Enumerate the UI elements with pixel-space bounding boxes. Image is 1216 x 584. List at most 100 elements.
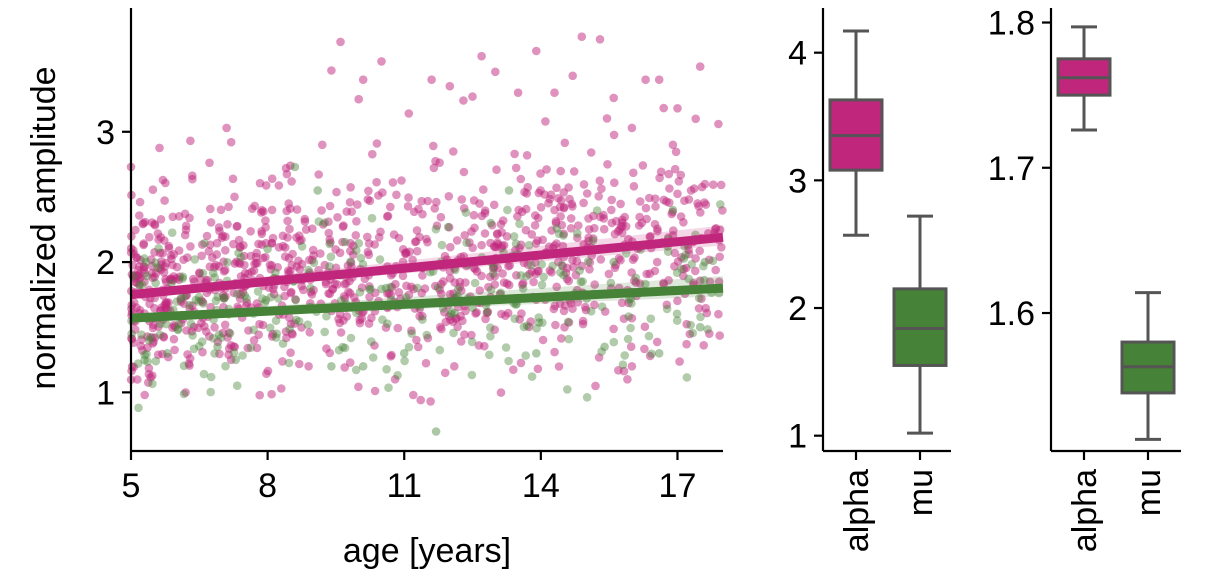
alpha-point: [579, 198, 588, 208]
alpha-point: [659, 103, 668, 113]
mu-point: [238, 351, 247, 360]
mu-point: [142, 349, 151, 359]
mu-point: [393, 371, 402, 380]
mu-point: [285, 324, 295, 334]
alpha-point: [436, 212, 446, 222]
alpha-point: [640, 322, 650, 332]
alpha-point: [477, 51, 486, 61]
alpha-point: [456, 337, 466, 346]
alpha-point: [255, 319, 264, 329]
alpha-point: [308, 224, 317, 233]
mu-point: [399, 349, 409, 358]
alpha-point: [150, 220, 160, 230]
alpha-point: [577, 261, 587, 271]
alpha-point: [541, 117, 550, 126]
alpha-point: [235, 243, 245, 252]
alpha-point: [412, 246, 422, 256]
mu-point: [437, 240, 447, 250]
mu-point: [365, 284, 374, 294]
alpha-point: [336, 328, 346, 337]
alpha-point: [627, 313, 637, 323]
mu-point: [510, 314, 520, 324]
alpha-point: [220, 320, 230, 330]
mu-point: [167, 279, 176, 288]
alpha-point: [715, 331, 724, 340]
alpha-point: [164, 352, 173, 362]
alpha-point: [342, 207, 352, 216]
alpha-point: [143, 343, 152, 353]
alpha-point: [640, 344, 649, 354]
alpha-point: [154, 322, 163, 332]
alpha-point: [638, 161, 648, 170]
alpha-point: [573, 233, 582, 243]
alpha-point: [603, 160, 612, 169]
mu-point: [582, 393, 592, 402]
alpha-point: [205, 240, 215, 249]
mu-point: [532, 324, 541, 333]
box-alpha: [1056, 25, 1112, 132]
alpha-point: [169, 321, 179, 330]
mu-point: [586, 307, 596, 316]
alpha-point: [325, 235, 335, 244]
mu-point: [552, 224, 561, 233]
mu-point: [407, 329, 417, 338]
mu-point: [503, 205, 512, 215]
mu-point: [142, 271, 152, 281]
alpha-point: [320, 260, 330, 270]
alpha-point: [397, 176, 406, 185]
alpha-point: [498, 269, 507, 278]
alpha-point: [172, 262, 182, 272]
alpha-point: [188, 171, 197, 180]
alpha-point: [619, 314, 629, 324]
alpha-point: [512, 271, 521, 280]
alpha-point: [292, 205, 302, 214]
y-tick-label: 1: [788, 418, 807, 456]
alpha-point: [714, 119, 723, 129]
alpha-point: [185, 213, 194, 223]
alpha-point: [591, 381, 600, 391]
alpha-point: [542, 165, 551, 174]
alpha-point: [234, 235, 244, 245]
mu-point: [194, 297, 203, 306]
alpha-point: [671, 147, 681, 157]
alpha-point: [659, 195, 669, 205]
mu-point: [443, 222, 453, 232]
alpha-point: [162, 258, 171, 268]
alpha-point: [229, 288, 238, 298]
alpha-point: [459, 96, 468, 105]
mu-point: [468, 303, 477, 313]
alpha-point: [468, 92, 477, 101]
alpha-point: [198, 347, 207, 357]
alpha-point: [477, 240, 486, 250]
alpha-point: [472, 267, 482, 276]
alpha-point: [159, 268, 169, 277]
mu-point: [210, 273, 219, 282]
alpha-point: [280, 291, 290, 301]
alpha-point: [404, 290, 414, 300]
alpha-point: [280, 252, 290, 261]
alpha-point: [407, 326, 416, 336]
alpha-point: [381, 323, 391, 332]
alpha-point: [416, 395, 426, 405]
mu-point: [578, 277, 587, 286]
mu-point: [450, 309, 460, 318]
mu-point: [462, 238, 471, 248]
alpha-point: [202, 231, 212, 241]
mu-point: [334, 345, 344, 355]
alpha-point: [283, 216, 292, 226]
alpha-point: [646, 231, 655, 241]
alpha-point: [697, 182, 707, 192]
alpha-point: [708, 180, 718, 189]
alpha-point: [336, 37, 345, 47]
alpha-point: [246, 227, 255, 236]
mu-point: [647, 349, 656, 359]
alpha-point: [487, 220, 497, 230]
alpha-point: [530, 221, 540, 230]
alpha-point: [668, 207, 677, 217]
alpha-point: [682, 339, 691, 349]
x-tick-label: 8: [258, 467, 277, 505]
alpha-point: [596, 212, 605, 222]
alpha-point: [602, 114, 612, 123]
mu-point: [173, 324, 183, 334]
alpha-point: [196, 275, 205, 284]
